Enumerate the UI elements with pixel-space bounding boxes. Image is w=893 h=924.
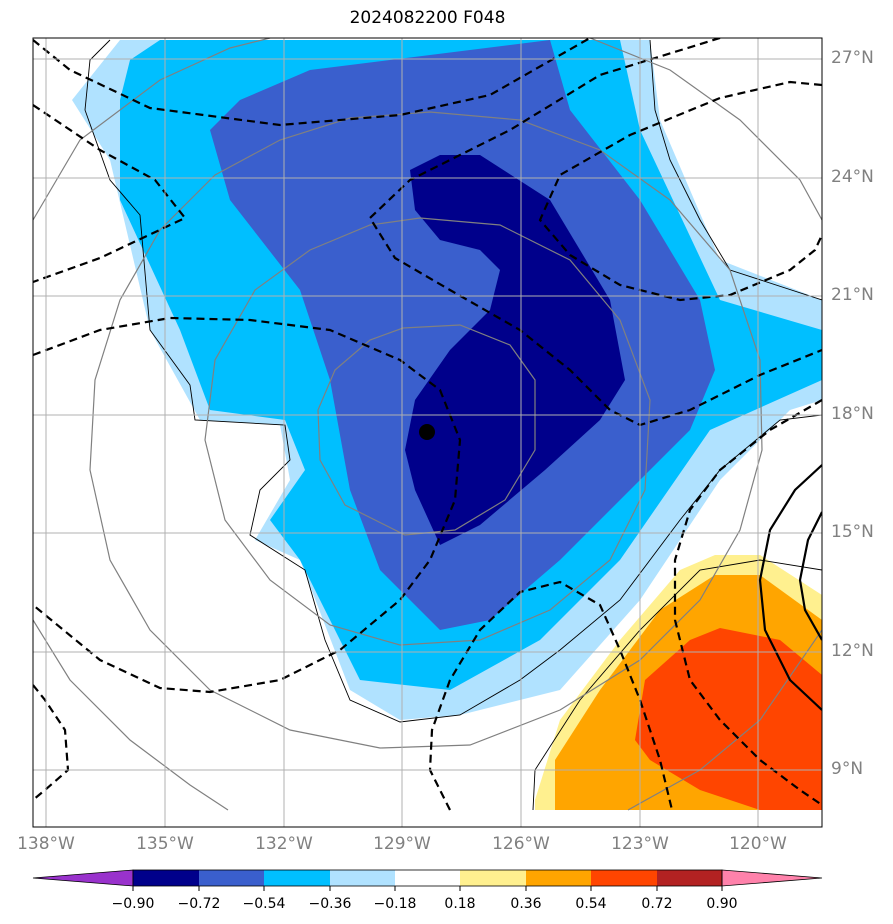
lon-label: 123°W [611,834,669,854]
dash-2 [33,104,187,284]
lat-label: 15°N [831,522,874,542]
colorbar-swatch [395,870,460,886]
colorbar-tick-label: 0.18 [444,896,476,912]
colorbar-swatch [264,870,330,886]
lat-label: 9°N [831,759,864,779]
solid-2 [798,511,822,641]
ring-4d [627,629,822,811]
colorbar-swatch [526,870,591,886]
lon-label: 132°W [255,834,313,854]
lat-label: 24°N [831,167,874,187]
lon-label: 126°W [492,834,550,854]
lon-label: 138°W [17,834,75,854]
outline-right [649,39,822,301]
colorbar-tick-label: −0.36 [308,896,352,912]
lat-label: 21°N [831,285,874,305]
lat-label: 27°N [831,48,874,68]
colorbar-swatch [133,870,199,886]
map-title: 2024082200 F048 [349,8,506,28]
lon-label: 135°W [136,834,194,854]
colorbar-tick-label: −0.18 [373,896,417,912]
colorbar-tick-label: −0.90 [111,896,155,912]
colorbar-extend-low [32,869,134,887]
colorbar-swatch [460,870,526,886]
colorbar-tick-label: 0.54 [575,896,607,912]
colorbar [32,869,823,891]
colorbar-swatch [330,870,395,886]
ring-2 [204,217,651,646]
colorbar-tick-label: 0.90 [706,896,738,912]
colorbar-tick-label: 0.72 [641,896,673,912]
lat-label: 18°N [831,404,874,424]
dash-6 [428,580,674,811]
dash-8 [33,684,70,801]
ring-4c [33,619,229,811]
dash-1 [33,38,591,127]
colorbar-swatch [657,870,722,886]
colorbar-extend-high [721,869,823,887]
colorbar-tick-label: −0.72 [177,896,221,912]
solid-1 [758,464,822,711]
fill-neg-072 [405,155,625,545]
fill-pos-054 [635,628,822,810]
dash-3 [33,316,462,694]
colorbar-frame [132,869,723,887]
colorbar-tick-label: −0.54 [242,896,286,912]
colorbar-swatch [199,870,264,886]
storm-center-marker [419,424,435,440]
lon-label: 129°W [373,834,431,854]
colorbar-swatch [591,870,657,886]
lon-label: 120°W [729,834,787,854]
fill-neg-054 [210,40,715,630]
colorbar-tick-label: 0.36 [510,896,542,912]
lat-label: 12°N [831,641,874,661]
outline-left [84,39,822,723]
ring-3 [89,111,763,749]
ring-4 [33,38,271,221]
dash-4 [368,38,822,427]
dash-5 [538,80,822,302]
map-frame [32,37,823,828]
